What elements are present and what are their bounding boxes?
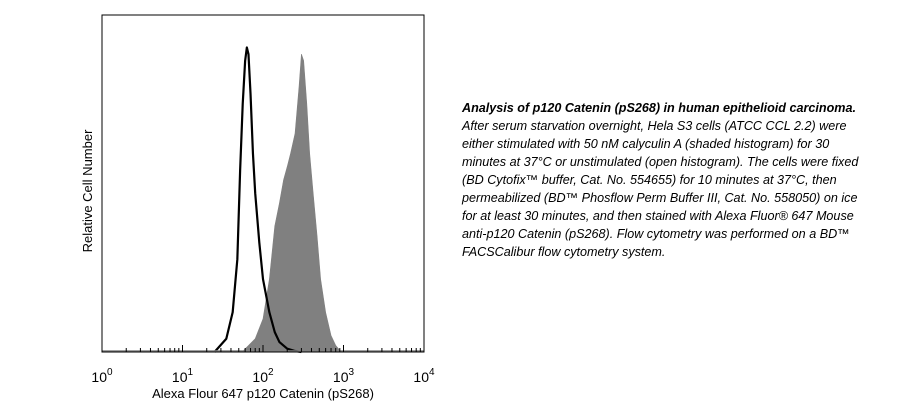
caption-body: After serum starvation overnight, Hela S… xyxy=(462,119,859,259)
tick-label-layer: 100 101 102 103 104 xyxy=(91,367,435,385)
x-tick-label: 104 xyxy=(413,367,435,385)
x-tick-label: 100 xyxy=(91,367,113,385)
x-tick-label: 103 xyxy=(333,367,355,385)
histogram-series-shaded xyxy=(241,54,344,353)
tick-layer xyxy=(101,345,421,352)
series-layer xyxy=(102,46,424,354)
y-axis-label: Relative Cell Number xyxy=(80,129,95,252)
x-axis-label: Alexa Flour 647 p120 Catenin (pS268) xyxy=(152,386,374,401)
x-tick-label: 102 xyxy=(252,367,274,385)
histogram-chart: 100 101 102 103 104 Relative Cell Number Ale… xyxy=(80,14,435,401)
histogram-series-open xyxy=(213,46,302,354)
caption-lead: Analysis of p120 Catenin (pS268) in huma… xyxy=(462,101,856,115)
plot-frame xyxy=(101,14,425,353)
figure-caption: Analysis of p120 Catenin (pS268) in huma… xyxy=(462,99,872,261)
x-tick-label: 101 xyxy=(172,367,194,385)
